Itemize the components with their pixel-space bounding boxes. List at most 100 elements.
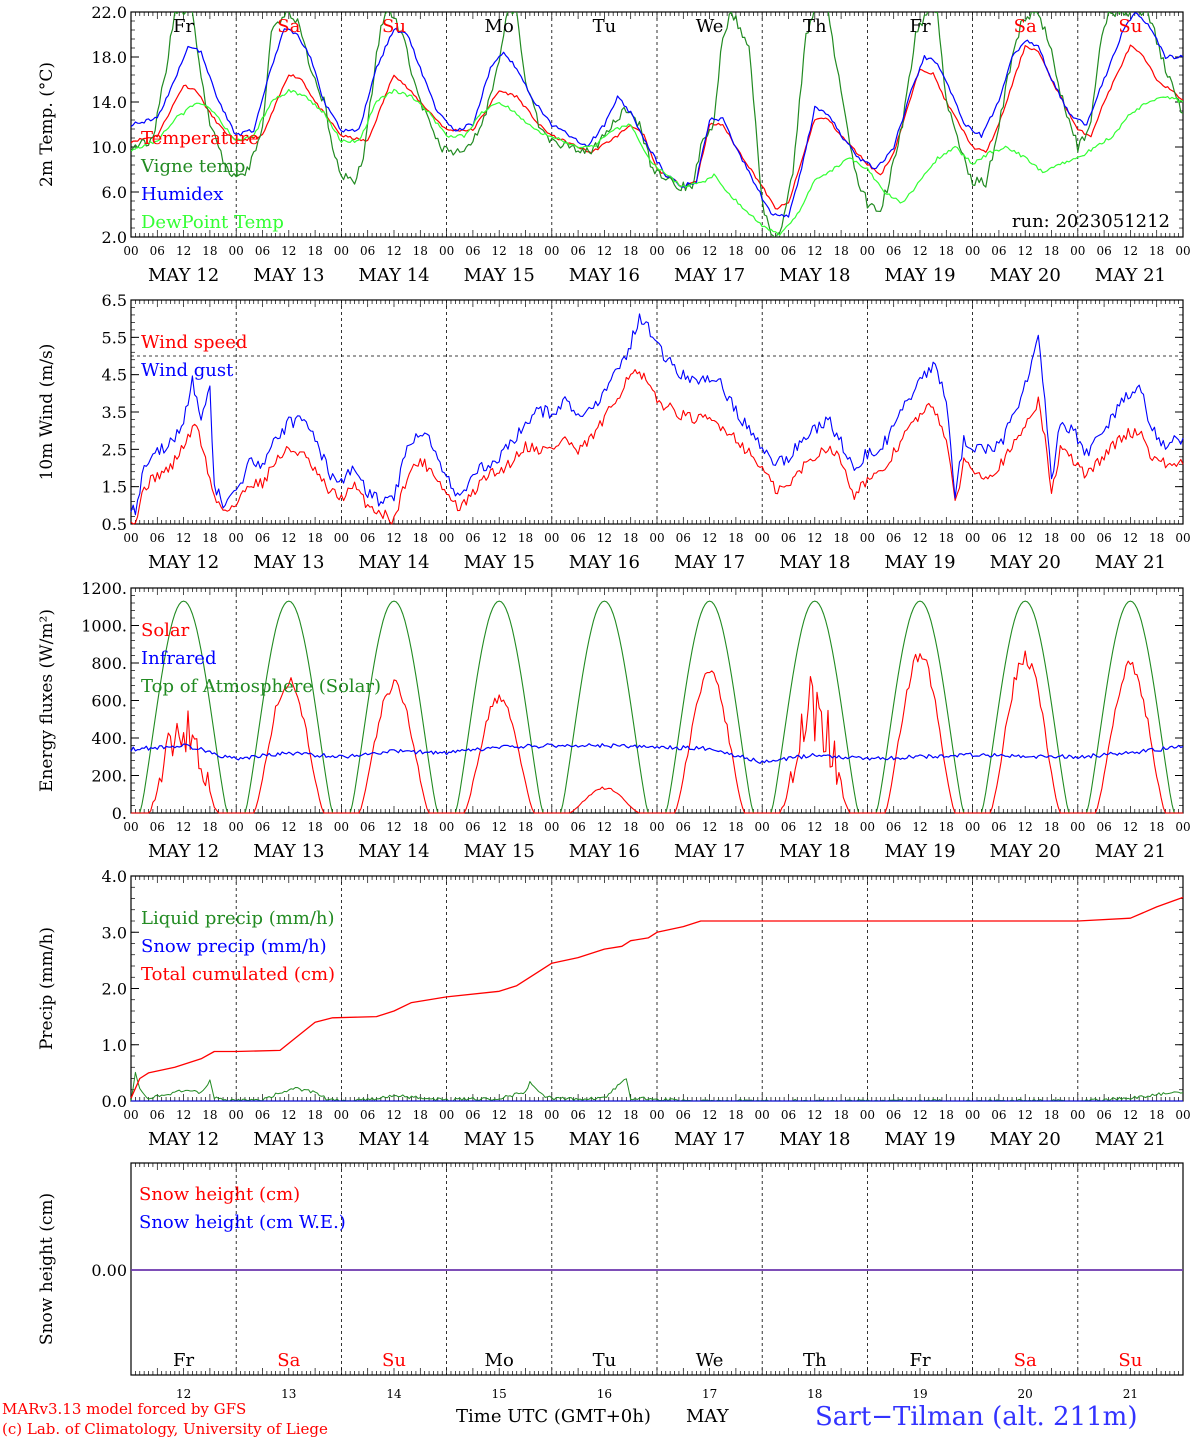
- y-tick-label: 1000.: [81, 617, 127, 636]
- weekday-label: Th: [803, 1350, 827, 1371]
- toa-solar-arch: [244, 600, 334, 814]
- hour-tick-label: 12: [176, 820, 191, 834]
- weekday-label: Su: [1118, 16, 1142, 37]
- hour-tick-label: 06: [781, 244, 796, 258]
- hour-tick-label: 12: [807, 820, 822, 834]
- hour-tick-label: 06: [360, 1108, 375, 1122]
- panel-frame: [130, 587, 1184, 814]
- y-axis-label: Snow height (cm): [37, 1193, 57, 1345]
- y-tick-label: 3.0: [102, 923, 127, 942]
- hour-tick-label: 18: [728, 1108, 743, 1122]
- y-axis-label: Energy fluxes (W/m²): [37, 609, 57, 792]
- panel-4: 00 06 12 18 MAY 12 00 06 12 18 MAY 13 00 06 12 18 MAY …: [37, 867, 1191, 1150]
- hour-tick-label: 00: [229, 531, 244, 545]
- y-tick-label: 22.0: [91, 3, 127, 22]
- weekday-label: Mo: [485, 1350, 514, 1371]
- y-tick-label: 1200.: [81, 579, 127, 598]
- day-label: MAY 17: [674, 1129, 745, 1150]
- day-label: MAY 15: [464, 265, 535, 286]
- model-credit: MARv3.13 model forced by GFS: [2, 1400, 247, 1418]
- hour-tick-label: 06: [570, 820, 585, 834]
- day-label: MAY 17: [674, 265, 745, 286]
- hour-tick-label: 18: [307, 531, 322, 545]
- hour-tick-label: 00: [649, 244, 664, 258]
- hour-tick-label: 06: [570, 531, 585, 545]
- hour-tick-label: 18: [728, 820, 743, 834]
- hour-tick-label: 18: [413, 1108, 428, 1122]
- weekday-label: Fr: [173, 1350, 194, 1371]
- y-tick-label: 0.0: [102, 1092, 127, 1111]
- hour-tick-label: 00: [860, 820, 875, 834]
- weekday-label: Tu: [593, 16, 617, 37]
- hour-tick-label: 06: [676, 531, 691, 545]
- day-label: MAY 20: [990, 552, 1061, 573]
- hour-tick-label: 06: [991, 244, 1006, 258]
- hour-tick-label: 06: [781, 531, 796, 545]
- series-dewpoint-temp: [131, 88, 1183, 236]
- legend-entry: Humidex: [141, 184, 223, 205]
- lab-credit: (c) Lab. of Climatology, University of L…: [2, 1420, 328, 1438]
- hour-tick-label: 18: [1149, 244, 1164, 258]
- hour-tick-label: 12: [912, 531, 927, 545]
- y-axis-label: 2m Temp. (°C): [37, 62, 57, 187]
- day-label: MAY 21: [1095, 1129, 1166, 1150]
- day-number-label: 16: [597, 1387, 612, 1401]
- hour-tick-label: 00: [544, 1108, 559, 1122]
- hour-tick-label: 00: [1070, 1108, 1085, 1122]
- legend-entry: Wind speed: [141, 332, 247, 353]
- hour-tick-label: 06: [360, 244, 375, 258]
- y-tick-label: 4.5: [102, 366, 127, 385]
- hour-tick-label: 00: [965, 244, 980, 258]
- hour-tick-label: 06: [255, 531, 270, 545]
- hour-tick-label: 00: [334, 531, 349, 545]
- series-temperature: [131, 44, 1183, 210]
- day-label: MAY 18: [779, 552, 850, 573]
- y-tick-label: 600.: [91, 692, 127, 711]
- y-tick-label: 800.: [91, 654, 127, 673]
- hour-tick-label: 06: [886, 531, 901, 545]
- hour-tick-label: 00: [544, 244, 559, 258]
- hour-tick-label: 06: [1096, 531, 1111, 545]
- hour-tick-label: 12: [702, 244, 717, 258]
- y-tick-label: 3.5: [102, 403, 127, 422]
- hour-tick-label: 12: [1123, 244, 1138, 258]
- hour-tick-label: 18: [833, 1108, 848, 1122]
- legend-entry: Infrared: [141, 648, 216, 669]
- day-label: MAY 13: [253, 841, 324, 862]
- hour-tick-label: 06: [465, 244, 480, 258]
- hour-tick-label: 06: [991, 820, 1006, 834]
- legend-entry: Solar: [141, 620, 190, 641]
- day-label: MAY 15: [464, 841, 535, 862]
- hour-tick-label: 06: [465, 531, 480, 545]
- legend-entry: Total cumulated (cm): [141, 964, 335, 985]
- run-label: run: 2023051212: [1012, 211, 1170, 232]
- weekday-label: Tu: [593, 1350, 617, 1371]
- hour-tick-label: 12: [597, 531, 612, 545]
- day-label: MAY 13: [253, 265, 324, 286]
- hour-tick-label: 18: [518, 1108, 533, 1122]
- series-group: [131, 12, 1183, 237]
- hour-tick-label: 06: [676, 244, 691, 258]
- hour-tick-label: 18: [307, 244, 322, 258]
- hour-tick-label: 12: [176, 1108, 191, 1122]
- hour-tick-label: 18: [939, 1108, 954, 1122]
- hour-tick-label: 12: [492, 1108, 507, 1122]
- day-label: MAY 14: [358, 1129, 429, 1150]
- hour-tick-label: 00: [1175, 244, 1190, 258]
- hour-tick-label: 12: [492, 820, 507, 834]
- hour-tick-label: 18: [939, 244, 954, 258]
- day-label: MAY 14: [358, 265, 429, 286]
- hour-tick-label: 12: [807, 1108, 822, 1122]
- hour-tick-label: 00: [229, 244, 244, 258]
- hour-tick-label: 00: [439, 531, 454, 545]
- time-axis-title: Time UTC (GMT+0h): [456, 1406, 651, 1427]
- day-label: MAY 20: [990, 265, 1061, 286]
- hour-tick-label: 00: [1070, 820, 1085, 834]
- hour-tick-label: 18: [833, 820, 848, 834]
- y-tick-label: 6.5: [102, 291, 127, 310]
- hour-tick-label: 18: [623, 244, 638, 258]
- toa-solar-arch: [1086, 600, 1175, 814]
- hour-tick-label: 00: [965, 820, 980, 834]
- day-number-label: 15: [492, 1387, 507, 1401]
- day-label: MAY 21: [1095, 552, 1166, 573]
